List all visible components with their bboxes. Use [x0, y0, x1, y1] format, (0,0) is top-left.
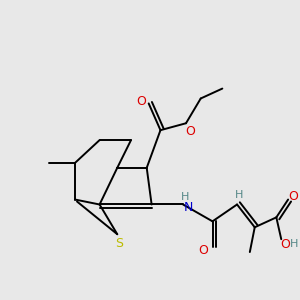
Text: O: O [136, 95, 146, 108]
Text: H: H [235, 190, 243, 200]
Text: O: O [199, 244, 208, 256]
Text: H: H [181, 192, 189, 202]
Text: O: O [185, 125, 195, 138]
Text: S: S [115, 237, 123, 250]
Text: H: H [290, 239, 298, 249]
Text: O: O [280, 238, 290, 250]
Text: O: O [288, 190, 298, 203]
Text: N: N [183, 201, 193, 214]
